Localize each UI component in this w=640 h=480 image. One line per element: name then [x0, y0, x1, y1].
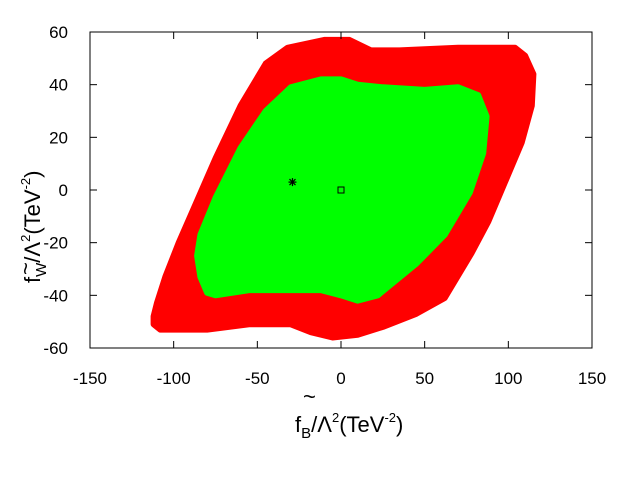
x-label-sub: B	[301, 425, 311, 442]
x-label-slash: /Λ	[311, 412, 332, 437]
x-label-unit-open: (TeV	[339, 412, 385, 437]
axis-ticks: -150 -100 -50 0 50 100 150 -60 -40 -20 0 20 40 60	[43, 23, 606, 388]
y-label-unit-exp: -2	[18, 178, 33, 190]
y-label-main: f	[20, 276, 45, 283]
y-tick-label: 20	[49, 128, 68, 147]
y-tick-label: -40	[43, 286, 68, 305]
y-tick-label: -20	[43, 234, 68, 253]
x-tick-label: 50	[415, 369, 434, 388]
x-label-unit-exp: -2	[384, 410, 396, 425]
y-tick-label: -60	[43, 339, 68, 358]
y-axis-label: ~ fW/Λ2(TeV-2)	[13, 171, 50, 283]
y-label-unit-close: )	[20, 171, 45, 178]
y-label-exp: 2	[18, 235, 33, 242]
x-tick-label: 100	[494, 369, 522, 388]
svg-text:fW/Λ2(TeV-2): fW/Λ2(TeV-2)	[18, 171, 50, 283]
x-tick-label: -150	[73, 369, 107, 388]
y-tick-label: 40	[49, 76, 68, 95]
svg-text:fB/Λ2(TeV-2): fB/Λ2(TeV-2)	[295, 410, 403, 442]
region-1	[194, 76, 490, 304]
x-tick-label: -100	[157, 369, 191, 388]
x-label-main: f	[295, 412, 302, 437]
x-label-unit-close: )	[396, 412, 403, 437]
marker-square	[337, 186, 345, 194]
x-tick-label: 0	[336, 369, 345, 388]
x-label-exp: 2	[332, 410, 339, 425]
y-tick-label: 0	[59, 181, 68, 200]
y-tick-label: 60	[49, 23, 68, 42]
y-label-unit-open: (TeV	[20, 189, 45, 235]
x-axis-label: ~ fB/Λ2(TeV-2)	[295, 384, 403, 442]
x-tick-label: -50	[245, 369, 270, 388]
y-label-slash: /Λ	[20, 242, 45, 263]
y-label-tilde: ~	[13, 262, 38, 275]
marker-star	[288, 178, 297, 187]
point-markers	[288, 178, 345, 194]
y-label-sub: W	[33, 262, 50, 277]
x-tick-label: 150	[578, 369, 606, 388]
x-label-tilde: ~	[303, 384, 316, 409]
